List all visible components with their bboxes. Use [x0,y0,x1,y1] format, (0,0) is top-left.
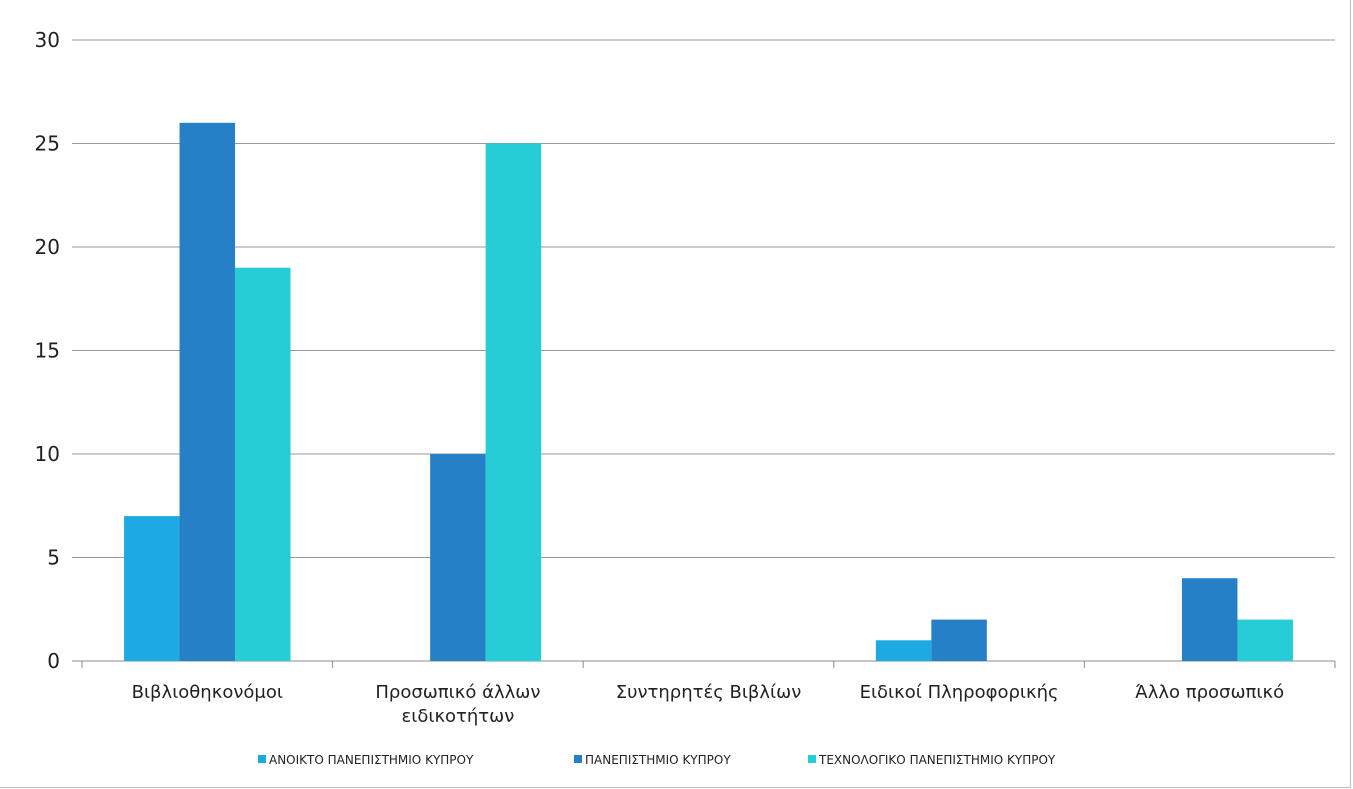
y-tick-label: 0 [47,649,60,673]
y-tick-label: 20 [35,235,60,259]
legend-label: ΤΕΧΝΟΛΟΓΙΚΟ ΠΑΝΕΠΙΣΤΗΜΙΟ ΚΥΠΡΟΥ [818,753,1056,767]
y-tick-label: 25 [35,132,60,156]
y-tick-label: 15 [35,339,60,363]
x-tick-label: Ειδικοί Πληροφορικής [860,682,1059,703]
bar [1237,619,1293,661]
y-tick-label: 5 [47,546,60,570]
legend-swatch [574,755,582,763]
legend-label: ΑΝΟΙΚΤΟ ΠΑΝΕΠΙΣΤΗΜΙΟ ΚΥΠΡΟΥ [269,753,474,767]
bar [430,454,486,661]
legend-swatch [808,755,816,763]
x-tick-label: Συντηρητές Βιβλίων [616,682,802,703]
x-tick-label: Προσωπικό άλλων [375,682,540,703]
x-tick-label: Άλλο προσωπικό [1135,682,1284,703]
x-tick-label: ειδικοτήτων [402,706,515,727]
bar [485,143,542,661]
legend-label: ΠΑΝΕΠΙΣΤΗΜΙΟ ΚΥΠΡΟΥ [585,753,731,767]
y-tick-label: 30 [35,28,60,52]
bar [875,640,932,661]
bar [1181,578,1238,661]
bar [124,516,180,661]
y-tick-label: 10 [35,442,60,466]
bar [179,122,236,662]
legend-swatch [258,755,266,763]
bar [931,619,987,661]
x-tick-label: Βιβλιοθηκονόμοι [132,682,283,703]
bar [235,267,291,661]
